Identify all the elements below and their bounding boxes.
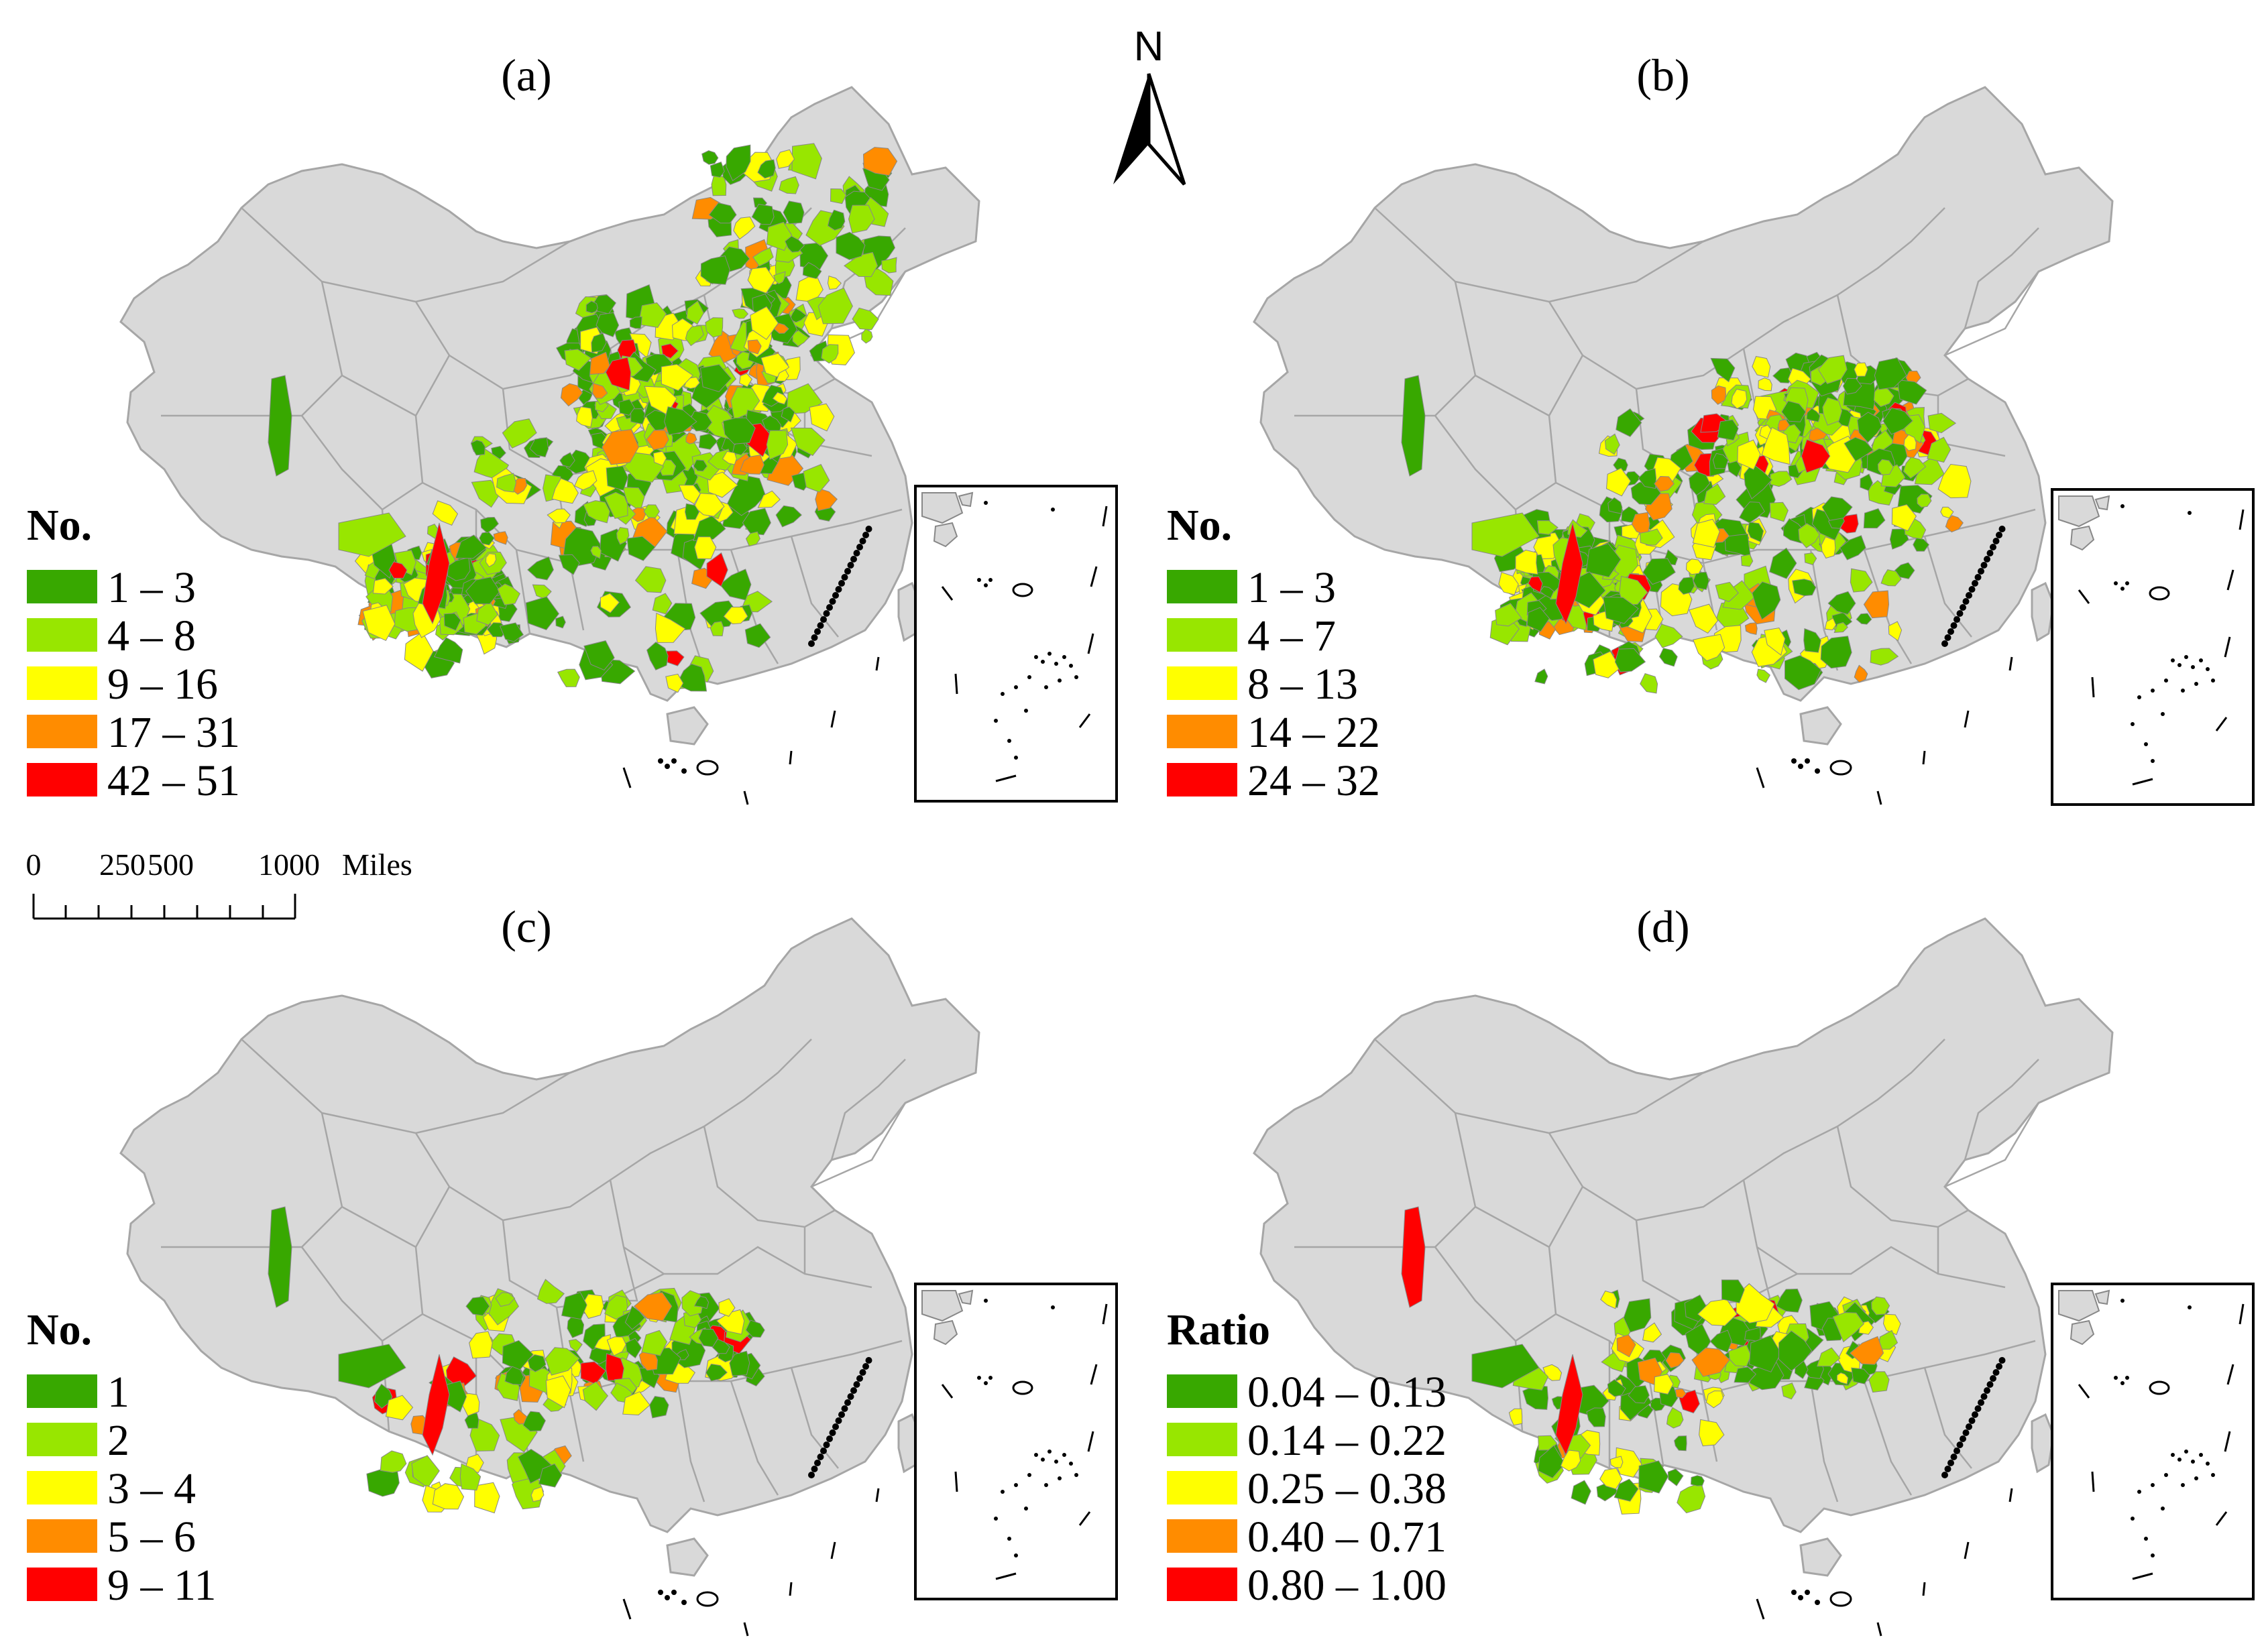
- legend-class-label: 1 – 3: [1247, 563, 1336, 612]
- legend-class-label: 9 – 11: [107, 1561, 217, 1610]
- china-map: [1253, 917, 2114, 1637]
- legend-class-label: 1: [107, 1368, 129, 1417]
- legend-swatch: [1167, 618, 1237, 652]
- county-patches: [1401, 1206, 1901, 1515]
- legend-class-label: 0.40 – 0.71: [1247, 1513, 1447, 1561]
- south-china-sea-inset: [914, 485, 1118, 803]
- scale-tick-1000: 1000: [258, 847, 320, 882]
- legend-swatch: [27, 618, 97, 652]
- china-map: [119, 86, 980, 805]
- scale-unit: Miles: [342, 847, 412, 882]
- legend-swatch: [27, 1568, 97, 1601]
- legend-swatch: [27, 570, 97, 603]
- county-patches: [1401, 351, 1972, 694]
- scale-tick-250: 250: [99, 847, 146, 882]
- legend-swatch: [1167, 1374, 1237, 1408]
- north-label: N: [1134, 23, 1164, 70]
- china-map: [1253, 86, 2114, 805]
- legend-title: No.: [27, 501, 92, 550]
- legend-class-label: 0.25 – 0.38: [1247, 1464, 1447, 1513]
- legend-class-label: 5 – 6: [107, 1513, 196, 1561]
- legend-swatch: [27, 763, 97, 796]
- map-panel: (c) No. 123 – 45 – 69 – 11: [27, 901, 1118, 1637]
- legend-class-label: 1 – 3: [107, 563, 196, 612]
- scale-bar: 0 250 500 1000 Miles: [26, 847, 412, 920]
- legend-class-label: 8 – 13: [1247, 660, 1358, 709]
- legend-swatch: [1167, 715, 1237, 748]
- county-patches: [268, 143, 898, 693]
- scale-tick-0: 0: [26, 847, 42, 882]
- legend-class-label: 42 – 51: [107, 756, 240, 805]
- south-china-sea-inset: [914, 1283, 1118, 1600]
- south-china-sea-inset: [2051, 1283, 2255, 1600]
- legend-swatch: [27, 1423, 97, 1456]
- legend-swatch: [1167, 666, 1237, 700]
- legend-swatch: [1167, 1471, 1237, 1504]
- panel-label: (a): [501, 50, 551, 101]
- legend-class-label: 3 – 4: [107, 1464, 196, 1513]
- legend-swatch: [1167, 1423, 1237, 1456]
- county-patches: [268, 1206, 765, 1514]
- legend-class-label: 0.80 – 1.00: [1247, 1561, 1447, 1610]
- china-map: [119, 917, 980, 1637]
- panel-label: (b): [1636, 50, 1689, 101]
- coastal-islands: [622, 1357, 880, 1637]
- south-china-sea-inset: [2051, 488, 2255, 806]
- legend-swatch: [1167, 1519, 1237, 1553]
- legend-swatch: [27, 1471, 97, 1504]
- legend-swatch: [1167, 570, 1237, 603]
- north-arrow-right-icon: [1147, 73, 1186, 186]
- legend-class-label: 0.04 – 0.13: [1247, 1368, 1447, 1417]
- coastal-islands: [1756, 526, 2013, 805]
- legend-swatch: [27, 715, 97, 748]
- legend-title: No.: [27, 1305, 92, 1354]
- coastal-islands: [622, 526, 880, 805]
- legend-class-label: 2: [107, 1416, 129, 1465]
- north-arrow: N: [1113, 23, 1186, 186]
- coastal-islands: [1756, 1357, 2013, 1637]
- legend-class-label: 14 – 22: [1247, 708, 1380, 757]
- legend-class-label: 4 – 7: [1247, 611, 1336, 660]
- legend-class-label: 9 – 16: [107, 660, 218, 709]
- panel-label: (d): [1636, 901, 1689, 952]
- legend-class-label: 0.14 – 0.22: [1247, 1416, 1447, 1465]
- scale-bar-line: [32, 894, 296, 920]
- legend-swatch: [1167, 1568, 1237, 1601]
- panel-label: (c): [501, 901, 551, 952]
- legend-class-label: 24 – 32: [1247, 756, 1380, 805]
- legend: No. 123 – 45 – 69 – 11: [27, 1305, 217, 1610]
- legend-class-label: 4 – 8: [107, 611, 196, 660]
- scale-tick-500: 500: [148, 847, 194, 882]
- legend-swatch: [1167, 763, 1237, 796]
- legend-title: Ratio: [1167, 1305, 1270, 1354]
- legend-swatch: [27, 666, 97, 700]
- legend-title: No.: [1167, 501, 1232, 550]
- map-panel: (d) Ratio 0.04 – 0.130.14 – 0.220.25 – 0.3…: [1167, 901, 2255, 1637]
- north-arrow-left-icon: [1113, 74, 1149, 184]
- legend-swatch: [27, 1519, 97, 1553]
- legend-class-label: 17 – 31: [107, 708, 240, 757]
- legend-swatch: [27, 1374, 97, 1408]
